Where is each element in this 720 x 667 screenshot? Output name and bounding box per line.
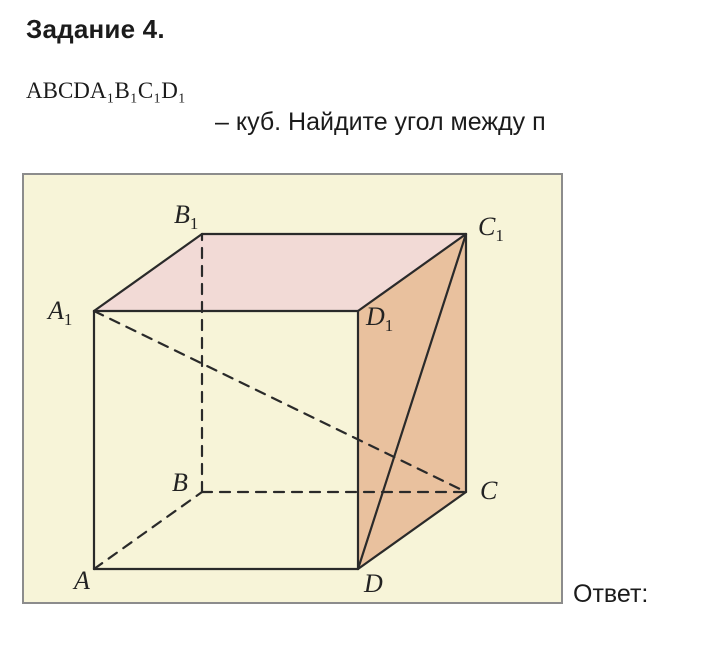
cube-figure: A D B C A1 D1 B1 C1: [22, 173, 563, 604]
label-B: B: [172, 468, 188, 497]
cube-notation-text: ABCDA₁B₁C₁D₁: [26, 78, 186, 103]
label-A: A: [72, 566, 90, 595]
label-D: D: [363, 569, 383, 598]
task-title: Задание 4.: [26, 14, 165, 45]
cube-notation: ABCDA₁B₁C₁D₁: [26, 78, 186, 104]
label-C: C: [480, 476, 498, 505]
problem-text: – куб. Найдите угол между п: [215, 108, 546, 137]
answer-label: Ответ:: [573, 580, 648, 609]
